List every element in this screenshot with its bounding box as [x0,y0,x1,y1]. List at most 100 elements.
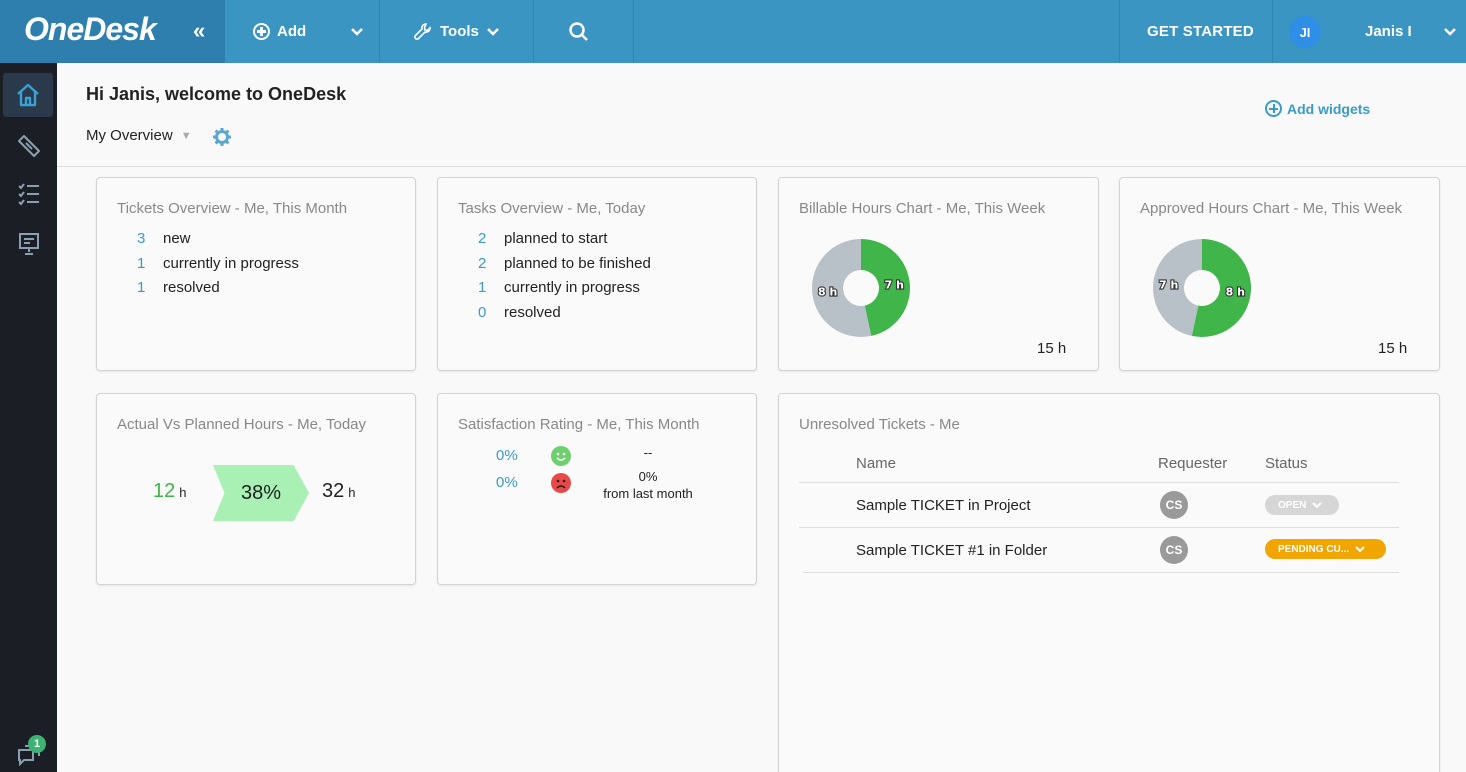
stat-label: new [163,230,191,247]
slice-label: 8 h [1226,286,1245,299]
search-icon [569,21,588,41]
sidebar-item-tickets[interactable] [0,124,57,168]
tickets-icon [17,135,40,157]
chevron-down-icon [1355,546,1365,553]
stat-row[interactable]: 3 new [137,230,191,247]
overview-selected-value: My Overview [86,127,173,144]
stat-row[interactable]: 2 planned to be finished [478,255,651,272]
stat-row[interactable]: 2 planned to start [478,230,607,247]
get-started-button[interactable]: GET STARTED [1147,23,1254,40]
onedesk-logo[interactable]: OneDesk [24,11,157,47]
add-label: Add [277,23,307,40]
gear-icon [213,128,231,146]
stat-row[interactable]: 1 currently in progress [478,279,640,296]
pie-slice[interactable] [1191,239,1251,337]
column-header-requester[interactable]: Requester [1158,455,1228,472]
collapse-sidebar-icon[interactable]: « [193,18,206,43]
pie-slice[interactable] [861,239,910,336]
tasks-icon [17,183,39,206]
user-menu-button[interactable] [1443,0,1457,63]
overview-dropdown[interactable]: My Overview ▼ [86,127,192,144]
stat-label: planned to be finished [504,255,651,272]
plus-circle-icon [1265,100,1282,117]
tools-menu-button[interactable]: Tools [414,0,500,63]
projects-icon [18,233,39,255]
stat-count: 1 [137,279,146,296]
plus-circle-icon [253,23,270,40]
status-dropdown[interactable]: PENDING CU... [1265,539,1386,559]
search-button[interactable] [568,0,590,63]
unresolved-tickets-widget: Unresolved Tickets - Me Name Requester S… [778,393,1440,772]
status-label: PENDING CU... [1278,543,1350,555]
row-divider [799,527,1399,528]
total-hours: 15 h [1037,340,1067,357]
total-hours: 15 h [1378,340,1408,357]
sidebar-item-home[interactable] [3,73,53,117]
page-title: Hi Janis, welcome to OneDesk [86,84,347,104]
chevron-down-icon [1444,27,1456,36]
widget-title: Satisfaction Rating - Me, This Month [458,416,700,433]
slice-label: 7 h [885,278,904,291]
actual-hours-unit: h [179,485,187,500]
approved-hours-pie[interactable]: 8 h 7 h [1147,233,1257,343]
home-icon [17,83,39,107]
chevron-down-icon [1312,502,1323,509]
stat-count: 2 [478,255,487,272]
sidebar-item-tasks[interactable] [0,172,57,216]
stat-row[interactable]: 1 currently in progress [137,255,299,272]
planned-hours: 32 h [322,480,355,503]
pie-slice[interactable] [812,239,872,337]
add-button[interactable]: Add [253,0,306,63]
ticket-name[interactable]: Sample TICKET in Project [856,497,1031,514]
stat-label: currently in progress [504,279,640,296]
overview-settings-button[interactable] [212,127,232,152]
requester-avatar[interactable]: CS [1160,536,1188,564]
approved-hours-widget: Approved Hours Chart - Me, This Week 8 h… [1119,177,1440,371]
top-navigation-bar: OneDesk « Add Tools GET STARTED JI Janis… [0,0,1466,63]
stat-row[interactable]: 0 resolved [478,304,561,321]
user-name[interactable]: Janis I [1365,23,1412,40]
slice-label: 8 h [818,286,837,299]
planned-hours-value: 32 [322,480,345,502]
user-avatar[interactable]: JI [1289,16,1321,48]
stat-label: resolved [504,304,561,321]
pie-slice[interactable] [1153,239,1202,336]
row-divider [803,572,1399,573]
add-dropdown-button[interactable] [350,0,364,63]
stat-label: currently in progress [163,255,299,272]
satisfaction-rating-widget: Satisfaction Rating - Me, This Month 0% … [437,393,757,585]
sidebar-item-projects[interactable] [0,222,57,266]
widget-title: Tasks Overview - Me, Today [458,200,646,217]
header-divider [57,166,1466,167]
stat-count: 2 [478,230,487,247]
negative-rating-percent: 0% [496,474,518,491]
stat-row[interactable]: 1 resolved [137,279,220,296]
ticket-name[interactable]: Sample TICKET #1 in Folder [856,542,1048,559]
actual-hours-value: 12 [153,480,176,502]
status-label: OPEN [1278,499,1307,511]
tickets-overview-widget: Tickets Overview - Me, This Month 3 new 1… [96,177,416,371]
stat-count: 1 [478,279,487,296]
sad-face-icon [551,473,571,493]
stat-label: resolved [163,279,220,296]
status-dropdown[interactable]: OPEN [1265,495,1339,515]
stat-count: 0 [478,304,487,321]
positive-rating-change: -- [643,445,653,460]
widget-title: Approved Hours Chart - Me, This Week [1140,200,1403,217]
negative-rating-change: 0% [638,469,658,484]
column-header-status[interactable]: Status [1265,455,1308,472]
widget-title: Unresolved Tickets - Me [799,416,960,433]
column-header-name[interactable]: Name [856,455,897,472]
chevron-down-icon: ▼ [180,129,192,142]
add-widgets-button[interactable]: Add widgets [1265,100,1370,117]
logo-area: OneDesk « [0,0,225,63]
happy-face-icon [551,446,571,466]
chat-unread-badge: 1 [28,735,46,753]
slice-label: 7 h [1159,278,1178,291]
billable-hours-pie[interactable]: 7 h 8 h [806,233,916,343]
actual-hours: 12 h [153,480,186,503]
widget-title: Actual Vs Planned Hours - Me, Today [117,416,367,433]
requester-avatar[interactable]: CS [1160,491,1188,519]
header-divider [799,482,1399,483]
chevron-down-icon [487,27,499,36]
